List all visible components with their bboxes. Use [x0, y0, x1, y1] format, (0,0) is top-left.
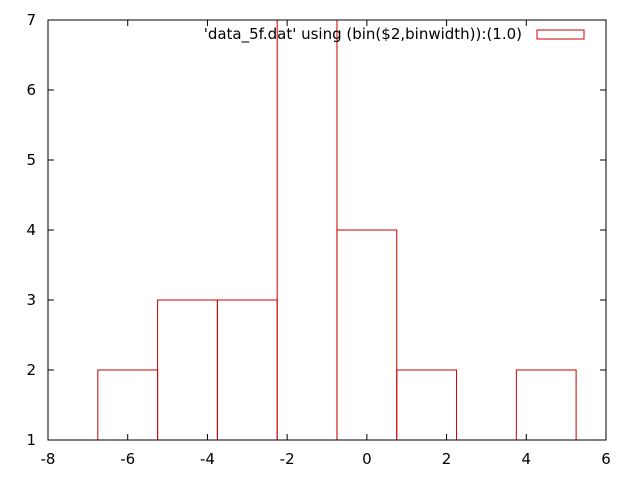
histogram-bar: [396, 369, 458, 441]
histogram-bar: [515, 369, 577, 441]
histogram-bar: [276, 19, 338, 441]
histogram-bar: [336, 229, 398, 441]
x-tick-label: 4: [522, 450, 532, 468]
y-tick-label: 1: [26, 431, 36, 449]
bars-group: [97, 19, 577, 441]
x-tick-label: -6: [120, 450, 135, 468]
x-tick-label: -2: [280, 450, 295, 468]
legend-swatch: [536, 29, 585, 40]
y-tick-label: 3: [26, 291, 36, 309]
legend: 'data_5f.dat' using (bin($2,binwidth)):(…: [204, 25, 585, 44]
y-tick-label: 4: [26, 221, 36, 239]
x-tick-label: -4: [200, 450, 215, 468]
y-tick-label: 5: [26, 151, 36, 169]
x-tick-label: 0: [362, 450, 372, 468]
y-tick-label: 6: [26, 81, 36, 99]
histogram-bar: [216, 299, 278, 441]
ticks-group: -8 -6 -4 -2 0 2 4 6 1 2 3 4 5 6 7: [26, 11, 610, 468]
y-tick-label: 7: [26, 11, 36, 29]
histogram-bar: [157, 299, 218, 441]
histogram-bar: [97, 369, 159, 441]
x-tick-label: 6: [601, 450, 611, 468]
x-tick-label: -8: [41, 450, 56, 468]
legend-label: 'data_5f.dat' using (bin($2,binwidth)):(…: [204, 25, 522, 44]
x-tick-label: 2: [442, 450, 452, 468]
y-tick-label: 2: [26, 361, 36, 379]
plot-frame: [47, 19, 607, 441]
